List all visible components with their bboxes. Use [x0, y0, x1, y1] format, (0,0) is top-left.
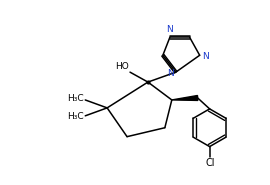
Text: H₃C: H₃C [67, 112, 83, 121]
Text: N: N [166, 26, 173, 34]
Polygon shape [172, 95, 198, 100]
Text: N: N [202, 52, 208, 61]
Text: H₃C: H₃C [67, 95, 83, 103]
Text: HO: HO [115, 62, 129, 71]
Text: N: N [167, 69, 174, 78]
Text: Cl: Cl [206, 157, 215, 167]
